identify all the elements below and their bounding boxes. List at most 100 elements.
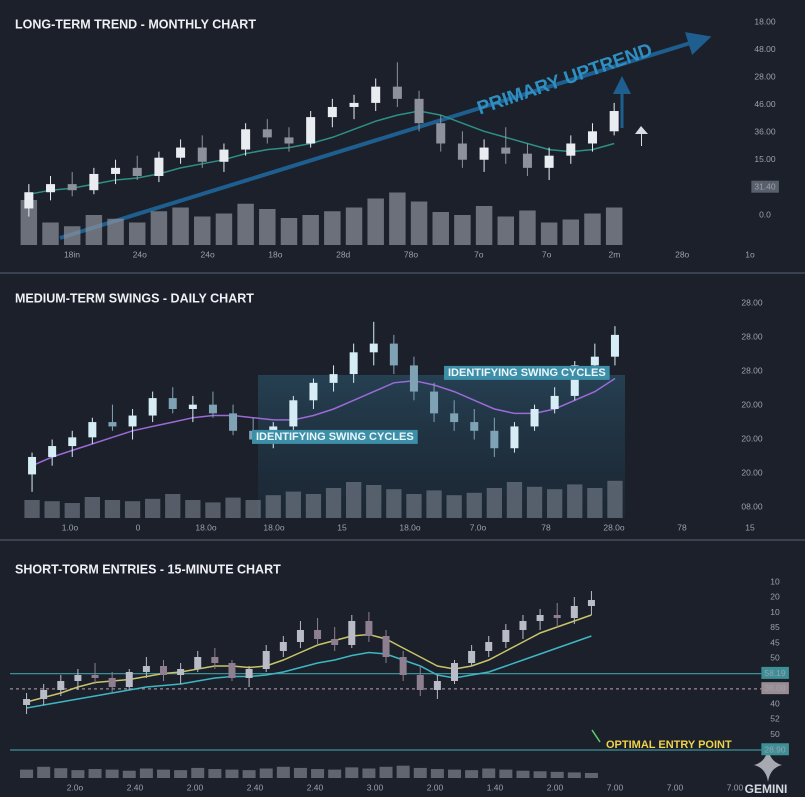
candle-body [314, 630, 322, 639]
x-axis-label: 28.0o [603, 522, 625, 532]
candle-body [176, 147, 186, 158]
candle-body [57, 681, 65, 690]
candle-body [125, 672, 133, 687]
x-axis-label: 24o [201, 249, 215, 259]
volume-bar [24, 500, 40, 518]
volume-bar [584, 772, 598, 778]
candle-body [570, 606, 578, 618]
candle-body [587, 131, 597, 144]
x-axis-label: 2.40 [307, 782, 324, 792]
y-axis-label: 50 [770, 729, 780, 739]
volume-bar [259, 768, 273, 778]
volume-bar [607, 480, 623, 518]
entry-arrow [591, 729, 601, 743]
panel-title: LONG-TERM TREND - MONTHLY CHART [15, 17, 256, 31]
volume-bar [242, 770, 256, 778]
candle-body [40, 690, 48, 699]
y-axis-label: 28.00 [741, 297, 763, 307]
volume-bar [367, 198, 384, 245]
watermark: GEMINI [745, 782, 788, 796]
volume-bar [172, 207, 189, 245]
x-axis-label: 7o [474, 249, 484, 259]
volume-bar [237, 203, 254, 245]
y-axis-label: 52 [770, 714, 780, 724]
annotation: OPTIMAL ENTRY POINT [606, 739, 732, 751]
y-axis-label: 36.00 [754, 127, 776, 137]
moving-average [28, 110, 615, 196]
y-axis-label: 15.00 [754, 154, 776, 164]
volume-bar [215, 213, 233, 245]
candle-body [28, 456, 37, 475]
volume-bar [122, 770, 136, 778]
y-axis-label: 20.00 [741, 433, 763, 443]
volume-bar [519, 210, 536, 245]
candle-body [23, 699, 31, 705]
volume-bar [185, 500, 201, 518]
candle-body [88, 422, 97, 438]
moving-average [31, 377, 616, 467]
candle-body [111, 167, 121, 174]
x-axis-label: 2.40 [127, 782, 144, 792]
candle-body [382, 636, 390, 657]
candle-body [67, 184, 77, 191]
x-axis-label: 78 [541, 522, 551, 532]
volume-bar [293, 767, 307, 778]
volume-bar [311, 769, 325, 778]
candle-body [433, 681, 441, 690]
candle-body [414, 98, 424, 124]
candle-body [399, 657, 407, 675]
x-axis-label: 2.00 [427, 782, 444, 792]
x-axis-label: 24o [133, 249, 147, 259]
x-axis-label: 1o [745, 249, 755, 259]
volume-bar [54, 768, 68, 778]
volume-bar [324, 211, 341, 245]
y-axis-label: 46.00 [754, 99, 776, 109]
y-axis-label: 10 [770, 576, 780, 586]
x-axis-label: 7.0o [470, 522, 487, 532]
label-box [761, 666, 789, 679]
volume-bar [345, 767, 359, 778]
volume-bar [259, 209, 276, 245]
x-axis-label: 15 [337, 522, 347, 532]
candle-body [160, 666, 167, 675]
x-axis-label: 1.40 [487, 782, 504, 792]
label-box [751, 180, 779, 193]
volume-bar [516, 770, 530, 778]
volume-bar [128, 222, 146, 245]
volume-bar [547, 489, 563, 518]
volume-bar [533, 771, 547, 778]
candle-body [284, 137, 294, 144]
volume-bar [426, 490, 442, 518]
x-axis-label: 2.0o [67, 782, 84, 792]
volume-bar [345, 207, 363, 245]
candle-body [142, 666, 150, 672]
candle-body [108, 422, 117, 427]
candle-body [262, 651, 270, 669]
x-axis-label: 18.0o [263, 522, 285, 532]
x-axis-label: 18.0o [195, 522, 217, 532]
volume-bar [20, 200, 38, 245]
candle-body [177, 669, 185, 675]
candle-body [309, 382, 318, 401]
volume-bar [587, 488, 603, 518]
candle-body [409, 365, 418, 392]
candle-body [89, 173, 99, 191]
volume-bar [145, 498, 161, 518]
candle-body [468, 651, 476, 663]
candle-body [241, 129, 251, 150]
candle-body [296, 630, 304, 642]
candle-body [208, 404, 217, 414]
gemini-logo: GEMINI [745, 748, 788, 796]
y-axis-label: 28.90 [764, 744, 786, 754]
candle-body [519, 621, 527, 630]
volume-bar [302, 215, 319, 245]
candle-body [522, 153, 532, 168]
volume-bar [506, 482, 523, 518]
volume-bar [466, 492, 482, 518]
volume-bar [562, 219, 580, 245]
candle-body [451, 663, 458, 681]
y-axis-label: 18.00 [754, 16, 776, 26]
volume-bar [20, 769, 34, 778]
volume-bar [584, 213, 601, 245]
candle-body [590, 356, 599, 366]
